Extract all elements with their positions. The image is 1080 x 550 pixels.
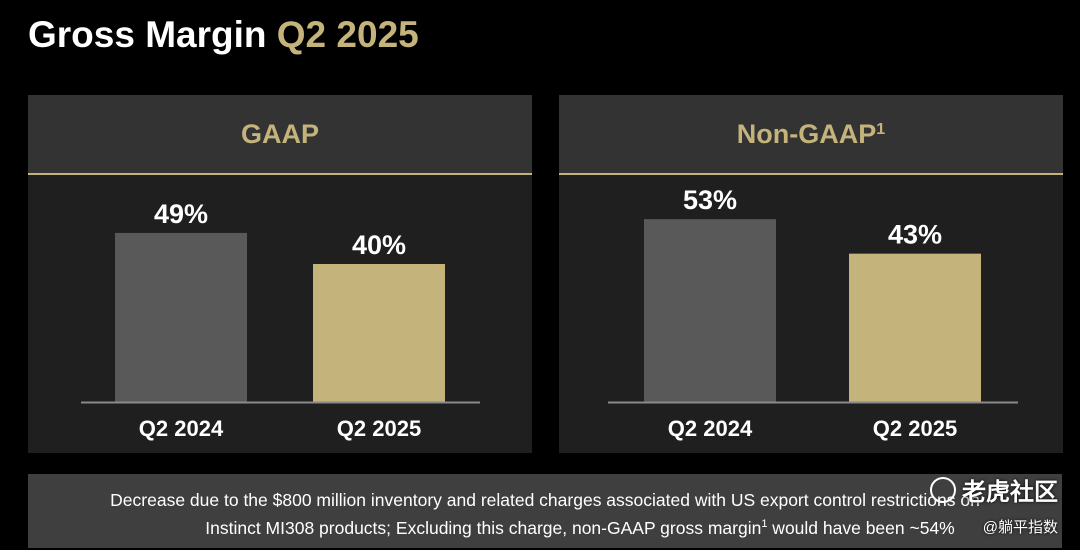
gaap-category-label-1: Q2 2025 xyxy=(337,416,421,441)
watermark-handle: @躺平指数 xyxy=(982,519,1058,536)
title-main: Gross Margin xyxy=(28,14,267,55)
footnote-box: Decrease due to the $800 million invento… xyxy=(28,474,1062,548)
non-gaap-value-label-1: 43% xyxy=(888,220,942,250)
non-gaap-bar-chart: 53% Q2 2024 43% Q2 2025 xyxy=(608,185,1018,441)
gaap-chart-title: GAAP xyxy=(240,118,319,149)
page-title: Gross Margin Q2 2025 xyxy=(28,14,419,56)
non-gaap-value-label-0: 53% xyxy=(683,185,737,215)
title-accent: Q2 2025 xyxy=(276,14,419,55)
gaap-bar-1 xyxy=(313,264,445,402)
footnote-superscript: 1 xyxy=(761,518,768,530)
gaap-value-label-1: 40% xyxy=(352,230,406,260)
non-gaap-category-label-1: Q2 2025 xyxy=(873,416,957,441)
gaap-bar-chart: 49% Q2 2024 40% Q2 2025 xyxy=(81,199,480,441)
gaap-bar-0 xyxy=(115,232,247,402)
non-gaap-category-label-0: Q2 2024 xyxy=(668,416,753,441)
gaap-value-label-0: 49% xyxy=(154,199,208,229)
footnote-line-2: Instinct MI308 products; Excluding this … xyxy=(28,512,1062,540)
footnote-line-2-tail: would have been ~54% xyxy=(767,517,955,538)
non-gaap-panel-header: Non-GAAP 1 xyxy=(559,95,1063,175)
non-gaap-title-superscript: 1 xyxy=(876,121,886,138)
gaap-panel: GAAP 49% Q2 2024 40% Q2 2025 xyxy=(28,95,532,453)
footnote-line-1: Decrease due to the $800 million invento… xyxy=(110,490,980,510)
non-gaap-panel: Non-GAAP 1 53% Q2 2024 43% Q2 2025 xyxy=(559,95,1063,453)
gaap-panel-header: GAAP xyxy=(28,95,532,175)
non-gaap-bar-0 xyxy=(644,219,776,402)
watermark-text: 老虎社区 xyxy=(962,479,1058,506)
footnote-line-2-text: Instinct MI308 products; Excluding this … xyxy=(205,517,762,538)
non-gaap-chart-title: Non-GAAP xyxy=(736,118,877,149)
tiger-icon xyxy=(930,476,956,503)
non-gaap-bar-1 xyxy=(849,253,981,402)
gaap-category-label-0: Q2 2024 xyxy=(139,416,224,441)
watermark: 老虎社区 xyxy=(930,472,1058,507)
